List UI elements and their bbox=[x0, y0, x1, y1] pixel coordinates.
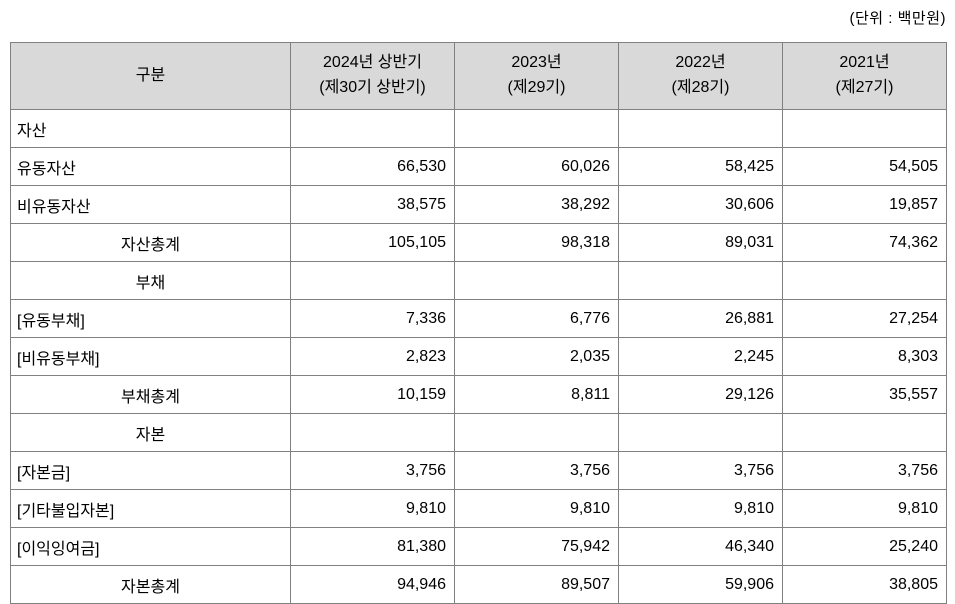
financial-position-table: 구분 2024년 상반기 (제30기 상반기) 2023년 (제29기) 202… bbox=[10, 42, 947, 604]
row-label: [비유동부채] bbox=[10, 337, 291, 376]
value-cell: 8,303 bbox=[782, 337, 947, 376]
value-cell: 29,126 bbox=[618, 375, 783, 414]
value-cell bbox=[618, 413, 783, 452]
row-label: 부채총계 bbox=[10, 375, 291, 414]
value-cell: 2,823 bbox=[290, 337, 455, 376]
row-label: [기타불입자본] bbox=[10, 489, 291, 528]
value-cell: 3,756 bbox=[454, 451, 619, 490]
header-period-line: (제27기) bbox=[835, 79, 894, 96]
header-2022: 2022년 (제28기) bbox=[618, 42, 783, 110]
row-label: [이익잉여금] bbox=[10, 527, 291, 566]
header-year-line: 2021년 bbox=[839, 54, 890, 72]
value-cell bbox=[290, 109, 455, 148]
header-row: 구분 2024년 상반기 (제30기 상반기) 2023년 (제29기) 202… bbox=[10, 42, 947, 110]
value-cell: 89,507 bbox=[454, 565, 619, 604]
value-cell: 9,810 bbox=[618, 489, 783, 528]
value-cell: 27,254 bbox=[782, 299, 947, 338]
header-year-line: 2023년 bbox=[511, 54, 562, 72]
table-row: 자산총계 105,105 98,318 89,031 74,362 bbox=[10, 223, 947, 262]
row-label: 비유동자산 bbox=[10, 185, 291, 224]
table-row: 부채 bbox=[10, 261, 947, 300]
row-label: 부채 bbox=[10, 261, 291, 300]
header-year-line: 2022년 bbox=[675, 54, 726, 72]
row-label: 자본총계 bbox=[10, 565, 291, 604]
header-2023: 2023년 (제29기) bbox=[454, 42, 619, 110]
value-cell: 3,756 bbox=[618, 451, 783, 490]
value-cell: 74,362 bbox=[782, 223, 947, 262]
value-cell bbox=[782, 261, 947, 300]
unit-label: (단위 : 백만원) bbox=[849, 10, 946, 27]
value-cell: 105,105 bbox=[290, 223, 455, 262]
value-cell: 9,810 bbox=[782, 489, 947, 528]
row-label: 자산 bbox=[10, 109, 291, 148]
table-row: 자산 bbox=[10, 109, 947, 148]
table-row: [자본금] 3,756 3,756 3,756 3,756 bbox=[10, 451, 947, 490]
header-2021: 2021년 (제27기) bbox=[782, 42, 947, 110]
header-category: 구분 bbox=[10, 42, 291, 110]
value-cell: 25,240 bbox=[782, 527, 947, 566]
value-cell: 6,776 bbox=[454, 299, 619, 338]
table-body: 자산 유동자산 66,530 60,026 58,425 54,505 비유동자산 38,57… bbox=[10, 109, 947, 604]
header-year-line: 2024년 상반기 bbox=[323, 54, 422, 72]
value-cell: 3,756 bbox=[782, 451, 947, 490]
value-cell: 30,606 bbox=[618, 185, 783, 224]
row-label: 자산총계 bbox=[10, 223, 291, 262]
value-cell bbox=[782, 109, 947, 148]
value-cell: 3,756 bbox=[290, 451, 455, 490]
value-cell: 26,881 bbox=[618, 299, 783, 338]
table-row: [유동부채] 7,336 6,776 26,881 27,254 bbox=[10, 299, 947, 338]
value-cell: 81,380 bbox=[290, 527, 455, 566]
value-cell: 38,575 bbox=[290, 185, 455, 224]
header-period-line: (제29기) bbox=[507, 79, 566, 96]
value-cell bbox=[454, 109, 619, 148]
value-cell: 35,557 bbox=[782, 375, 947, 414]
value-cell: 8,811 bbox=[454, 375, 619, 414]
value-cell: 9,810 bbox=[290, 489, 455, 528]
table-row: [비유동부채] 2,823 2,035 2,245 8,303 bbox=[10, 337, 947, 376]
value-cell: 46,340 bbox=[618, 527, 783, 566]
value-cell bbox=[454, 261, 619, 300]
value-cell: 58,425 bbox=[618, 147, 783, 186]
header-period-line: (제28기) bbox=[671, 79, 730, 96]
value-cell: 9,810 bbox=[454, 489, 619, 528]
table-row: 자본 bbox=[10, 413, 947, 452]
value-cell bbox=[782, 413, 947, 452]
row-label: 유동자산 bbox=[10, 147, 291, 186]
row-label: [유동부채] bbox=[10, 299, 291, 338]
value-cell: 38,805 bbox=[782, 565, 947, 604]
table-row: [기타불입자본] 9,810 9,810 9,810 9,810 bbox=[10, 489, 947, 528]
value-cell: 60,026 bbox=[454, 147, 619, 186]
value-cell: 89,031 bbox=[618, 223, 783, 262]
table-row: [이익잉여금] 81,380 75,942 46,340 25,240 bbox=[10, 527, 947, 566]
value-cell: 66,530 bbox=[290, 147, 455, 186]
value-cell bbox=[618, 109, 783, 148]
value-cell bbox=[454, 413, 619, 452]
table-row: 부채총계 10,159 8,811 29,126 35,557 bbox=[10, 375, 947, 414]
header-2024-h1: 2024년 상반기 (제30기 상반기) bbox=[290, 42, 455, 110]
value-cell: 7,336 bbox=[290, 299, 455, 338]
value-cell: 75,942 bbox=[454, 527, 619, 566]
value-cell bbox=[290, 261, 455, 300]
value-cell: 98,318 bbox=[454, 223, 619, 262]
value-cell: 54,505 bbox=[782, 147, 947, 186]
table-row: 자본총계 94,946 89,507 59,906 38,805 bbox=[10, 565, 947, 604]
value-cell: 38,292 bbox=[454, 185, 619, 224]
value-cell: 2,245 bbox=[618, 337, 783, 376]
value-cell: 59,906 bbox=[618, 565, 783, 604]
row-label: [자본금] bbox=[10, 451, 291, 490]
value-cell bbox=[290, 413, 455, 452]
value-cell bbox=[618, 261, 783, 300]
value-cell: 19,857 bbox=[782, 185, 947, 224]
row-label: 자본 bbox=[10, 413, 291, 452]
value-cell: 10,159 bbox=[290, 375, 455, 414]
value-cell: 2,035 bbox=[454, 337, 619, 376]
table-row: 비유동자산 38,575 38,292 30,606 19,857 bbox=[10, 185, 947, 224]
header-period-line: (제30기 상반기) bbox=[319, 79, 426, 96]
value-cell: 94,946 bbox=[290, 565, 455, 604]
table-row: 유동자산 66,530 60,026 58,425 54,505 bbox=[10, 147, 947, 186]
header-category-label: 구분 bbox=[135, 66, 166, 84]
